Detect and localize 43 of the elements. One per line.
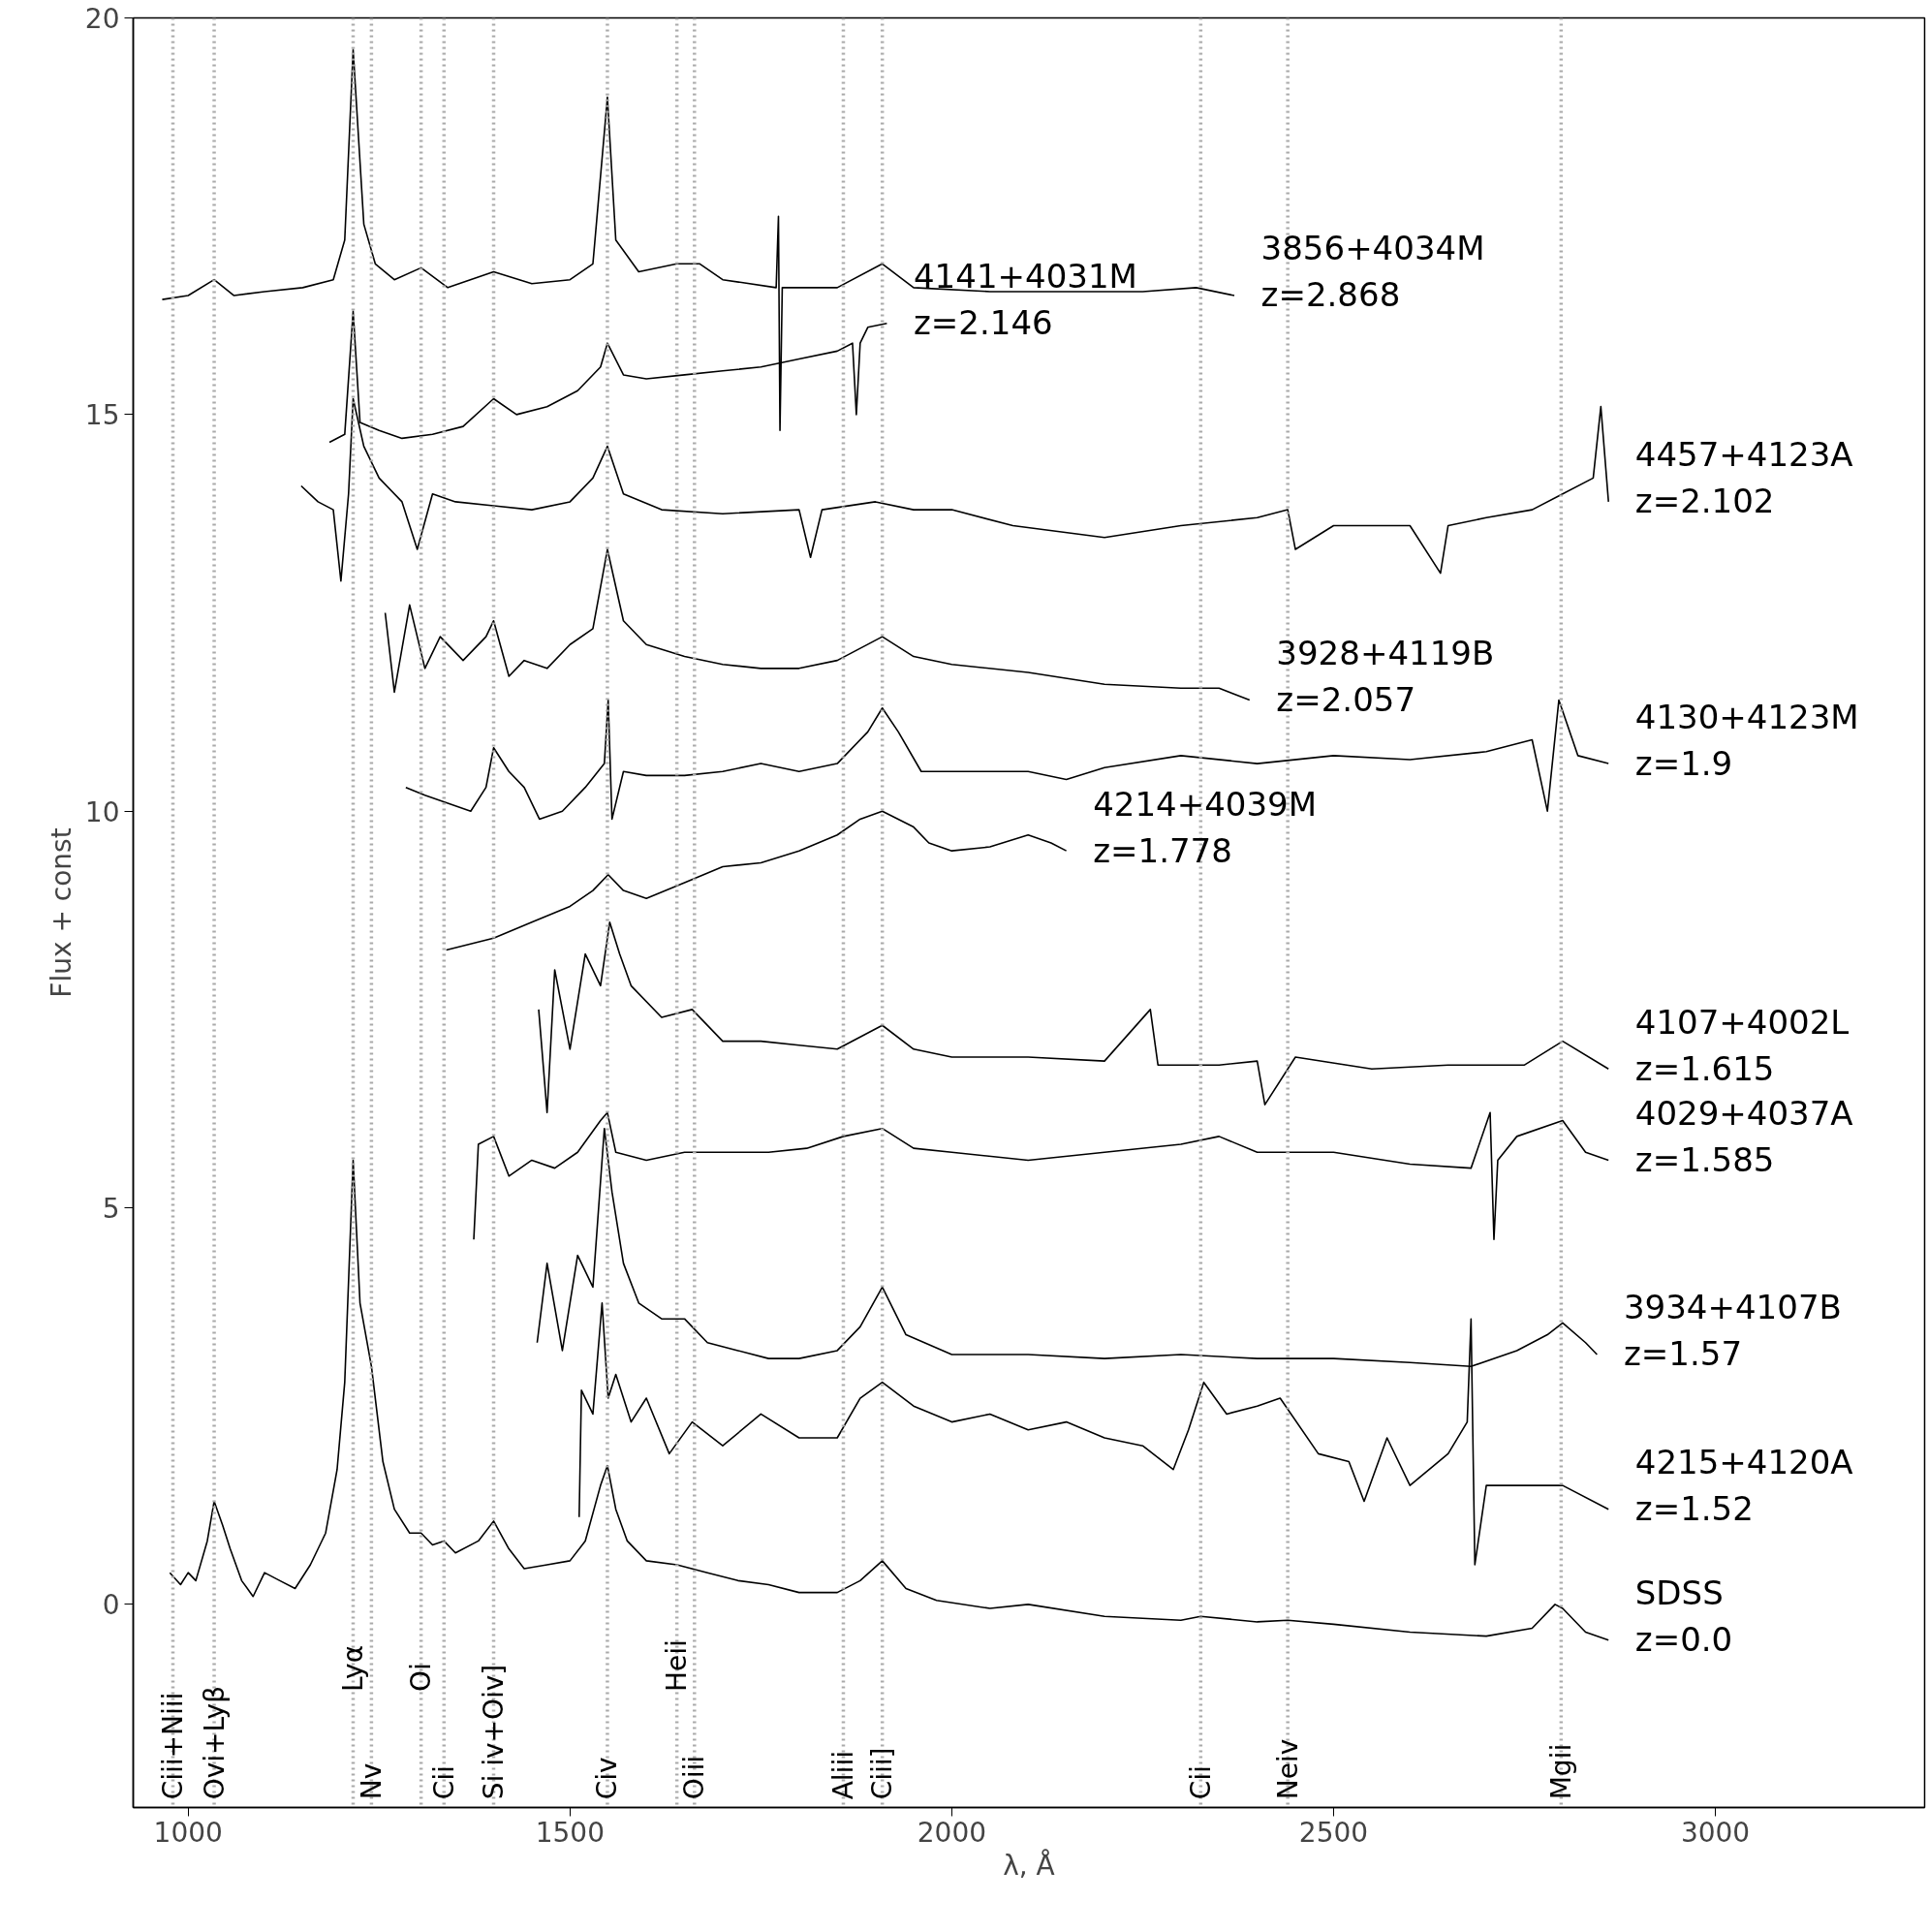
x-tick-label: 1000	[153, 1816, 223, 1849]
y-tick-label: 15	[84, 399, 120, 432]
ref-line-label: Mgii	[1544, 1743, 1577, 1800]
ref-line-label: Lyα	[336, 1644, 369, 1692]
line-series	[445, 810, 1068, 951]
y-tick-label: 5	[102, 1193, 120, 1226]
series-label: 4130+4123M z=1.9	[1634, 697, 1859, 783]
x-tick-label: 3000	[1680, 1816, 1751, 1849]
line-series	[538, 921, 1610, 1114]
y-tick-label: 10	[84, 795, 120, 828]
line-series	[384, 548, 1251, 701]
series-label: 4141+4031M z=2.146	[913, 257, 1137, 343]
x-axis-title: λ, Å	[1003, 1848, 1055, 1882]
ref-line-label: Nv	[355, 1762, 388, 1800]
x-tick-label: 1500	[535, 1816, 605, 1849]
ref-line-label: Ovi+Lyβ	[198, 1685, 231, 1800]
series-label: 3934+4107B z=1.57	[1623, 1288, 1842, 1374]
y-axis-title: Flux + const	[45, 827, 78, 998]
y-tick-label: 0	[102, 1589, 120, 1622]
ref-line-label: Oi	[405, 1663, 438, 1692]
line-series	[169, 1159, 1610, 1641]
x-tick-label: 2000	[917, 1816, 987, 1849]
series-label: 4029+4037A z=1.585	[1634, 1093, 1853, 1179]
series-label: 4214+4039M z=1.778	[1093, 784, 1318, 870]
ref-line-label: Si iv+Oiv]	[478, 1664, 511, 1800]
ref-line-label: Neiv	[1271, 1738, 1304, 1800]
y-tick-label: 20	[84, 3, 120, 35]
series-label: 3928+4119B z=2.057	[1276, 634, 1495, 720]
ref-line-label: Aliii	[826, 1751, 859, 1800]
ref-line-label: Heii	[661, 1639, 694, 1692]
ref-line-label: Cii	[427, 1765, 460, 1800]
ref-line-label: Civ	[591, 1757, 624, 1800]
line-series	[473, 1111, 1610, 1241]
ref-line-label: Ciii]	[866, 1747, 899, 1800]
series-label: 4107+4002L z=1.615	[1634, 1002, 1850, 1088]
x-tick-label: 2500	[1298, 1816, 1369, 1849]
series-label: 4215+4120A z=1.52	[1634, 1443, 1853, 1529]
series-label: SDSS z=0.0	[1634, 1574, 1733, 1660]
ref-line-label: Oiii	[678, 1755, 711, 1800]
ref-line-label: Ciii+Niii	[156, 1692, 189, 1800]
series-label: 4457+4123A z=2.102	[1634, 435, 1853, 521]
ref-line-label: Cii	[1184, 1765, 1217, 1800]
series-label: 3856+4034M z=2.868	[1260, 229, 1485, 315]
